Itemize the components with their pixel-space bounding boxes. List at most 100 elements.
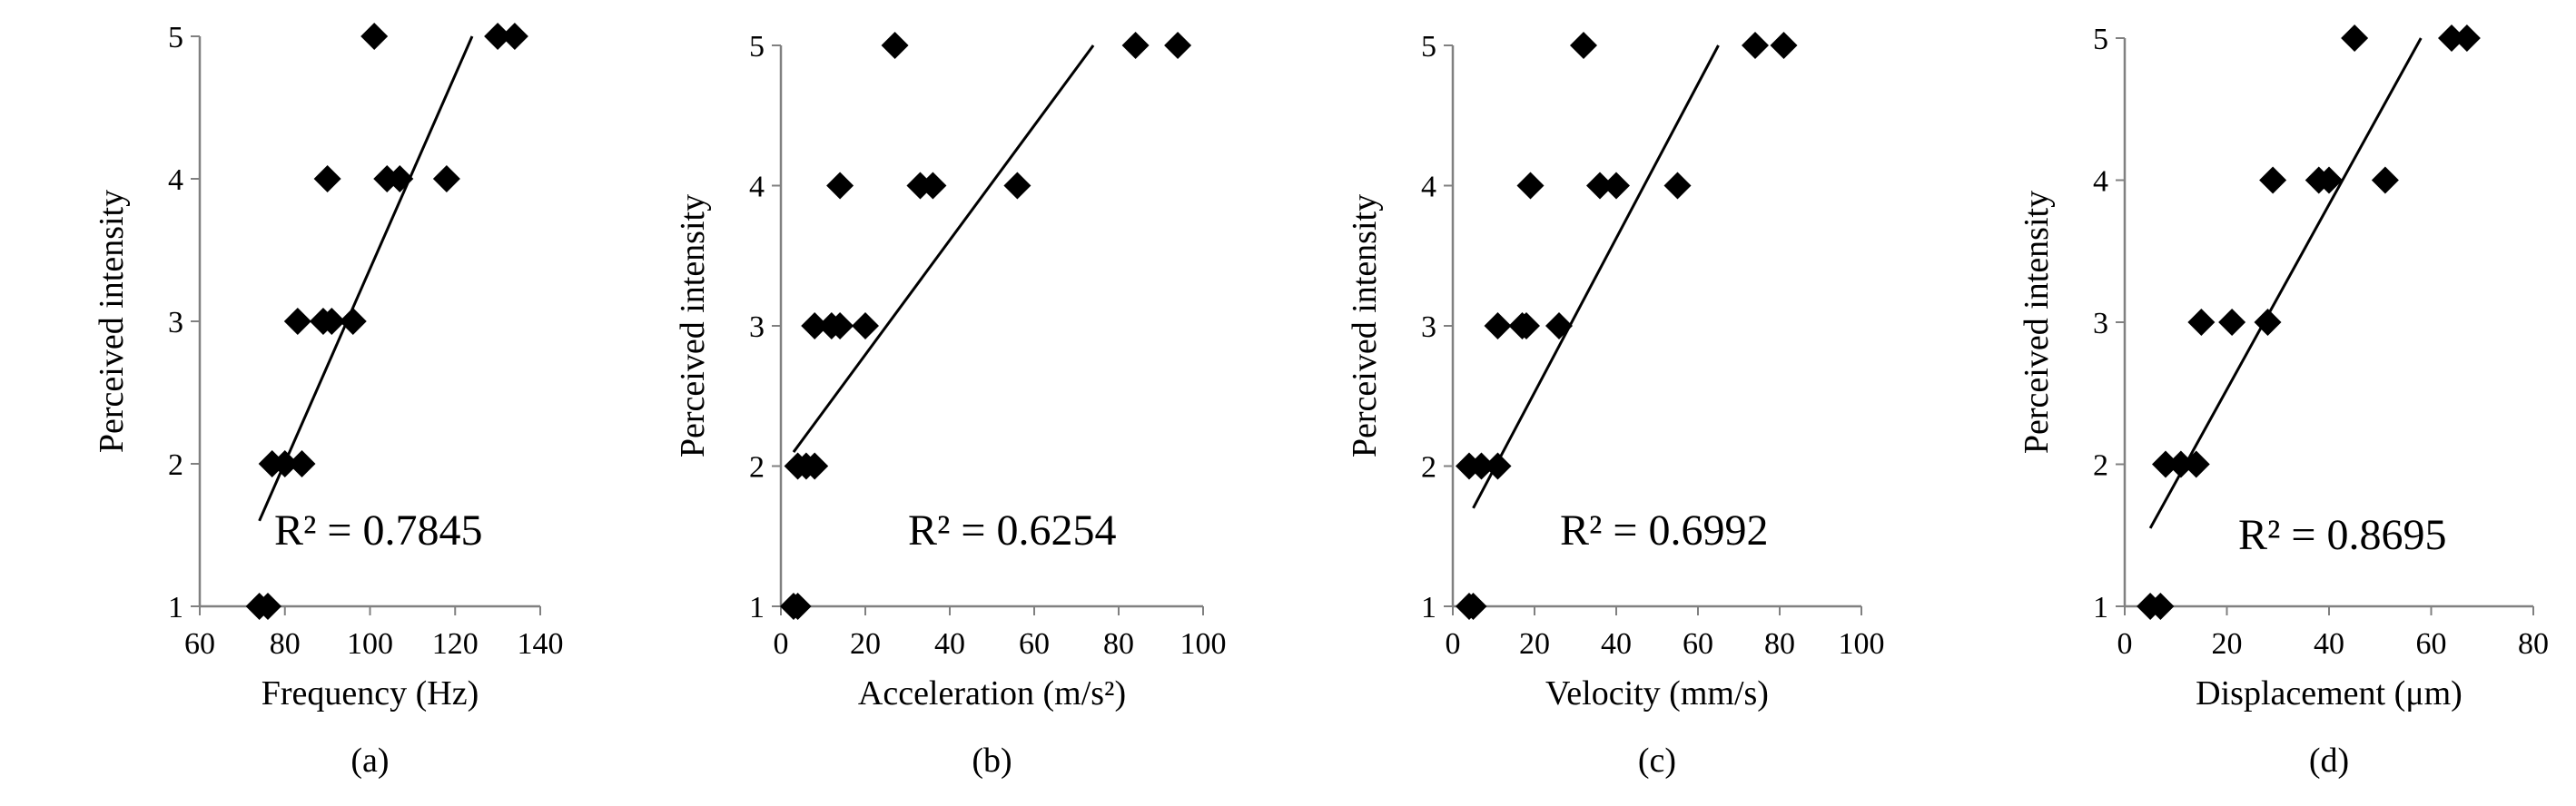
y-tick-label: 4 xyxy=(749,171,765,204)
data-point xyxy=(2152,450,2179,478)
x-tick-label: 120 xyxy=(432,627,479,661)
x-tick-label: 0 xyxy=(774,627,789,661)
data-point xyxy=(784,593,812,620)
x-tick-label: 20 xyxy=(2212,627,2243,661)
data-point xyxy=(1516,172,1545,200)
x-tick-label: 140 xyxy=(518,627,564,661)
x-tick-label: 0 xyxy=(1446,627,1461,661)
data-point xyxy=(919,172,947,200)
data-point xyxy=(1459,593,1487,620)
data-point xyxy=(500,23,528,50)
data-point xyxy=(1121,32,1150,59)
y-tick-label: 3 xyxy=(1421,310,1436,344)
x-tick-label: 60 xyxy=(2416,627,2447,661)
trendline xyxy=(258,35,474,522)
y-tick-label: 5 xyxy=(749,30,765,64)
data-point xyxy=(386,165,414,192)
y-tick-label: 5 xyxy=(1421,30,1436,64)
x-tick-label: 40 xyxy=(934,627,965,661)
data-point xyxy=(283,308,311,335)
data-point xyxy=(826,312,854,339)
panel-caption: (d) xyxy=(2309,742,2349,780)
data-point xyxy=(432,165,460,192)
x-tick-label: 100 xyxy=(1839,627,1885,661)
data-point xyxy=(2147,593,2175,620)
r-squared-label: R² = 0.6254 xyxy=(908,506,1116,555)
data-point xyxy=(2371,166,2399,194)
data-point xyxy=(2259,166,2287,194)
trendline xyxy=(792,44,1095,453)
x-tick-label: 100 xyxy=(1180,627,1227,661)
x-tick-label: 80 xyxy=(270,627,301,661)
panel-caption: (c) xyxy=(1638,742,1676,780)
y-tick-label: 2 xyxy=(2093,449,2108,483)
data-point xyxy=(288,450,316,477)
data-point xyxy=(1603,172,1630,200)
data-point xyxy=(2341,25,2369,52)
chart-panel-2: 0 20 40 60 80 100 1 2 3 4 5 Acceleration (m/s²) Perc… xyxy=(674,30,1227,780)
chart-panel-4: 0 20 40 60 80 1 2 3 4 5 Displacement (μm) Perceived… xyxy=(2018,23,2549,780)
data-point xyxy=(318,308,346,335)
y-axis-label: Perceived intensity xyxy=(2018,191,2056,454)
x-tick-label: 100 xyxy=(347,627,393,661)
x-tick-label: 80 xyxy=(1764,627,1795,661)
x-axis-label: Displacement (μm) xyxy=(2196,674,2462,713)
chart-panel-1: 60 80 100 120 140 1 2 3 4 5 Frequency (Hz) Perceive… xyxy=(93,21,564,780)
x-axis-label: Velocity (mm/s) xyxy=(1545,674,1769,713)
x-tick-label: 80 xyxy=(2518,627,2549,661)
data-point xyxy=(360,23,389,50)
data-point xyxy=(2187,309,2216,336)
data-point xyxy=(801,312,829,339)
data-point xyxy=(1484,452,1512,480)
data-point xyxy=(339,308,367,335)
data-point xyxy=(1484,312,1512,339)
data-point xyxy=(1467,452,1495,480)
y-axis-label: Perceived intensity xyxy=(93,190,131,453)
y-tick-label: 1 xyxy=(1421,591,1436,624)
y-tick-label: 4 xyxy=(2093,165,2108,199)
x-tick-label: 20 xyxy=(1519,627,1550,661)
data-point xyxy=(826,172,854,200)
y-tick-label: 3 xyxy=(749,310,765,344)
panel-caption: (b) xyxy=(972,742,1012,780)
y-tick-label: 1 xyxy=(749,591,765,624)
panel-caption: (a) xyxy=(350,742,389,780)
x-tick-label: 60 xyxy=(1019,627,1050,661)
x-tick-label: 80 xyxy=(1103,627,1134,661)
data-point xyxy=(881,32,909,59)
y-tick-label: 2 xyxy=(749,451,765,485)
x-tick-label: 60 xyxy=(184,627,215,661)
y-tick-label: 1 xyxy=(168,591,183,624)
chart-panel-3: 0 20 40 60 80 100 1 2 3 4 5 Velocity (mm/s) Perceive… xyxy=(1346,30,1885,780)
trendline xyxy=(1472,44,1720,509)
data-point xyxy=(2438,25,2465,52)
x-tick-label: 40 xyxy=(1601,627,1632,661)
x-axis-label: Acceleration (m/s²) xyxy=(858,674,1126,713)
data-point xyxy=(271,450,299,477)
data-point xyxy=(2218,309,2246,336)
data-point xyxy=(1003,172,1031,200)
data-point xyxy=(2182,450,2210,478)
y-tick-label: 4 xyxy=(168,163,183,197)
data-point xyxy=(1663,172,1692,200)
data-point xyxy=(1164,32,1192,59)
data-point xyxy=(1545,312,1573,339)
x-axis-label: Frequency (Hz) xyxy=(262,674,479,713)
trendline xyxy=(2148,37,2423,529)
x-tick-label: 40 xyxy=(2314,627,2344,661)
r-squared-label: R² = 0.6992 xyxy=(1560,506,1768,555)
data-point xyxy=(1586,172,1614,200)
data-point xyxy=(1570,32,1597,59)
y-tick-label: 2 xyxy=(168,448,183,482)
y-tick-label: 1 xyxy=(2093,591,2108,624)
y-tick-label: 3 xyxy=(168,306,183,339)
y-tick-label: 3 xyxy=(2093,307,2108,340)
r-squared-label: R² = 0.8695 xyxy=(2238,511,2446,559)
r-squared-label: R² = 0.7845 xyxy=(274,506,482,555)
x-tick-label: 60 xyxy=(1683,627,1713,661)
y-tick-label: 5 xyxy=(2093,23,2108,56)
data-point xyxy=(254,593,281,620)
y-axis-label: Perceived intensity xyxy=(1346,194,1384,457)
